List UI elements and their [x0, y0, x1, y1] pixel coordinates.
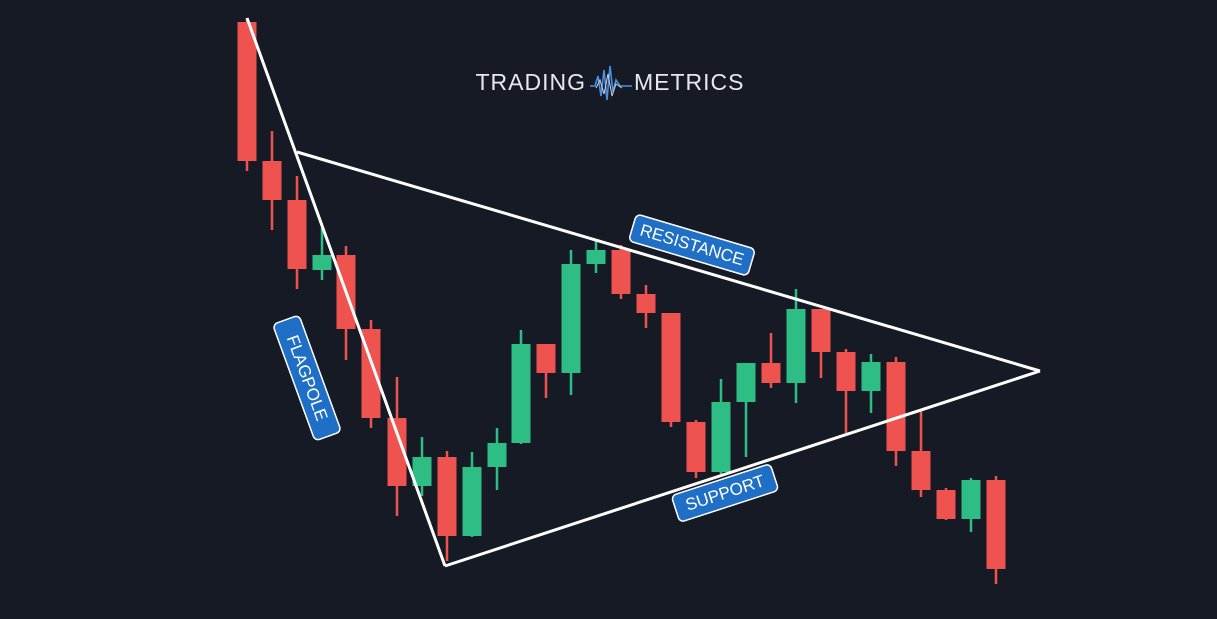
candle [986, 476, 1006, 584]
candle [287, 176, 307, 289]
candle [936, 488, 956, 520]
candle-body [262, 161, 282, 200]
candle-body [836, 352, 856, 391]
support-line [444, 369, 1041, 568]
candle-body [786, 309, 806, 383]
candle-body [487, 443, 507, 467]
candle-body [736, 363, 756, 402]
candle-body [911, 451, 931, 490]
candle-body [861, 362, 881, 391]
candle [711, 379, 731, 474]
candle [961, 478, 981, 532]
candle [262, 131, 282, 230]
logo-icon [590, 65, 632, 101]
candle [462, 452, 482, 537]
candle [387, 377, 407, 516]
candle [636, 285, 656, 328]
candle-body [936, 490, 956, 519]
candle-body [711, 402, 731, 472]
candle-body [462, 467, 482, 536]
candle-body [611, 250, 631, 294]
candle-body [661, 313, 681, 422]
candle-body [886, 362, 906, 451]
candle [811, 309, 831, 378]
resistance-line [296, 150, 1041, 373]
candle [487, 428, 507, 490]
logo-left: TRADING [476, 69, 587, 95]
tag-box [671, 464, 779, 522]
candle [536, 344, 556, 398]
candle [661, 313, 681, 427]
candle-body [561, 264, 581, 373]
tag-box [273, 315, 341, 441]
flagpole-line [245, 17, 447, 567]
candle [561, 250, 581, 395]
candle [911, 410, 931, 497]
candle-body [287, 200, 307, 269]
candle [761, 333, 781, 388]
candle [237, 18, 257, 171]
candle [611, 245, 631, 299]
candle-body [961, 480, 981, 519]
candle [836, 349, 856, 433]
candle-body [586, 250, 606, 264]
candle [586, 240, 606, 273]
candle-body [811, 309, 831, 352]
candle-body [511, 344, 531, 443]
candle-body [986, 480, 1006, 569]
candle [786, 289, 806, 403]
candle [736, 363, 756, 457]
candle-body [237, 22, 257, 161]
candle [312, 228, 332, 280]
candle [511, 330, 531, 444]
candle [437, 451, 457, 561]
candle [361, 320, 381, 428]
candle-body [536, 344, 556, 373]
tag-box [629, 214, 755, 276]
candle-body [312, 255, 332, 270]
logo-icon-shadow [595, 73, 623, 97]
candle-body [636, 294, 656, 313]
logo-right: METRICS [634, 69, 745, 95]
candle-body [387, 418, 407, 486]
candle [412, 437, 432, 496]
candle-body [412, 457, 432, 486]
candle [886, 357, 906, 466]
candle-body [437, 457, 457, 536]
candle [861, 354, 881, 413]
logo: TRADING METRICS [476, 65, 745, 101]
candle-body [686, 422, 706, 472]
candle-body [761, 363, 781, 383]
candles [237, 18, 1006, 584]
candle [686, 420, 706, 478]
